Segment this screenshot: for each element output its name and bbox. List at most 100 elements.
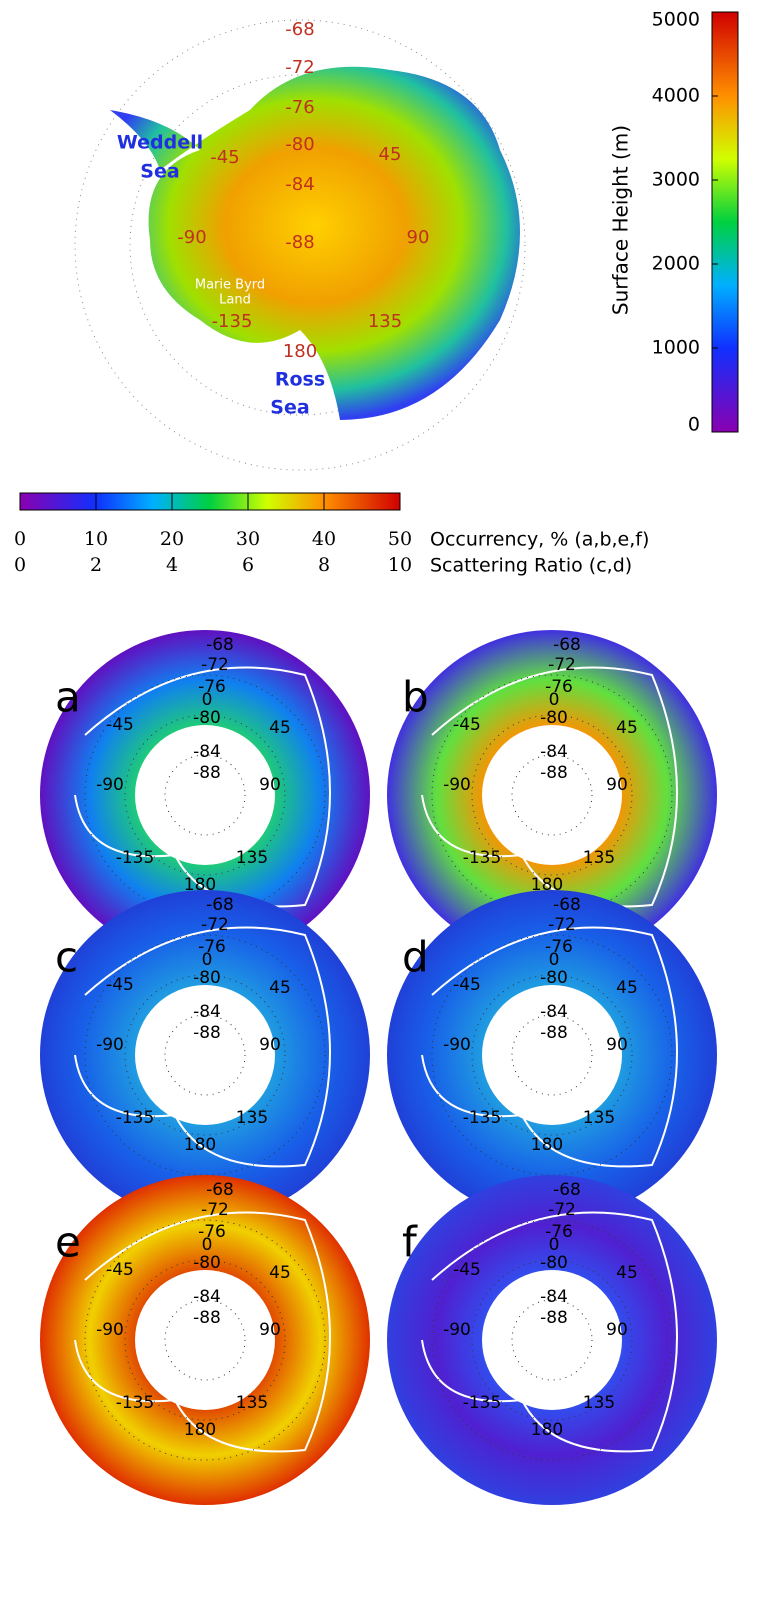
- grid-label: -88: [540, 763, 568, 783]
- graticule: [431, 1219, 673, 1461]
- grid-label: -90: [443, 1320, 471, 1340]
- grid-label: -72: [548, 915, 576, 935]
- tick-label: 0: [688, 414, 700, 436]
- grid-label: -72: [548, 655, 576, 675]
- antarctica: [110, 66, 520, 421]
- tick-label: 0: [14, 554, 26, 576]
- grid-label: -72: [201, 915, 229, 935]
- coastline: [421, 666, 678, 908]
- region-label: Marie Byrd: [195, 278, 265, 293]
- tick-label: 10: [84, 528, 108, 550]
- grid-label: 180: [184, 1420, 216, 1440]
- tick-label: 8: [318, 554, 330, 576]
- graticule: [124, 1259, 286, 1421]
- grid-label: -84: [193, 1287, 221, 1307]
- grid-label: -68: [553, 895, 581, 915]
- grid-label: -45: [453, 1260, 481, 1280]
- grid-label: -80: [540, 1253, 568, 1273]
- grid-label: -135: [116, 848, 155, 868]
- grid-label: 45: [269, 978, 291, 998]
- grid-label: -135: [212, 311, 253, 332]
- grid-label: -135: [463, 1393, 502, 1413]
- tick-label: 6: [242, 554, 254, 576]
- grid-label: -80: [193, 968, 221, 988]
- pole-hole: [482, 1270, 622, 1410]
- grid-label: 90: [259, 1035, 281, 1055]
- region-label: Land: [219, 293, 251, 308]
- graticule: [84, 934, 326, 1176]
- panel-letter: e: [55, 1218, 81, 1267]
- tick-label: 0: [14, 528, 26, 550]
- grid-label: -76: [198, 677, 226, 697]
- graticule: [471, 1259, 633, 1421]
- tick-label: 5000: [652, 9, 700, 31]
- region-label: Sea: [270, 397, 309, 419]
- graticule: [471, 714, 633, 876]
- coastline: [421, 926, 678, 1168]
- graticule: [431, 934, 673, 1176]
- tick-label: 2000: [652, 253, 700, 275]
- region-label: Ross: [275, 369, 325, 391]
- grid-label: 180: [531, 875, 563, 895]
- grid-label: 45: [616, 978, 638, 998]
- grid-label: 180: [531, 1135, 563, 1155]
- grid-label: 90: [259, 1320, 281, 1340]
- panel-colorbar: [19, 492, 401, 511]
- grid-label: 0: [549, 1235, 560, 1255]
- grid-label: -45: [210, 147, 239, 168]
- grid-label: -88: [193, 763, 221, 783]
- grid-label: 180: [184, 875, 216, 895]
- grid-label: 135: [368, 311, 402, 332]
- graticule: [84, 674, 326, 916]
- tick-label: 3000: [652, 169, 700, 191]
- colorbar-label: Scattering Ratio (c,d): [430, 555, 632, 577]
- grid-label: -68: [206, 895, 234, 915]
- grid-label: -90: [443, 1035, 471, 1055]
- graticule: [164, 754, 246, 836]
- pole-hole: [135, 725, 275, 865]
- graticule: [511, 1014, 593, 1096]
- panel: f -68-72-760-80 -84-88 -45 45 -90 90 -135 135 180: [387, 1175, 717, 1505]
- graticule: [74, 19, 526, 471]
- tick-label: 4000: [652, 85, 700, 107]
- grid-label: -135: [463, 848, 502, 868]
- panel-letter: d: [402, 933, 429, 982]
- grid-label: 0: [202, 950, 213, 970]
- grid-label: -80: [193, 708, 221, 728]
- grid-label: -88: [540, 1023, 568, 1043]
- coastline: [74, 666, 331, 908]
- grid-label: -76: [198, 1222, 226, 1242]
- grid-label: 45: [269, 1263, 291, 1283]
- region-label: Weddell: [117, 132, 203, 154]
- grid-label: -84: [540, 742, 568, 762]
- grid-label: -72: [548, 1200, 576, 1220]
- grid-label: -84: [540, 1002, 568, 1022]
- grid-label: 45: [269, 718, 291, 738]
- top-map: -68 -72 -76 -80 -84 -88 -45 45 -90 90 -135 135 180 We…: [74, 19, 526, 471]
- tick-label: 20: [160, 528, 184, 550]
- tick-label: 30: [236, 528, 260, 550]
- grid-label: -90: [96, 775, 124, 795]
- grid-label: -45: [106, 1260, 134, 1280]
- graticule: [84, 1219, 326, 1461]
- grid-label: 180: [184, 1135, 216, 1155]
- grid-label: -76: [545, 937, 573, 957]
- grid-label: 0: [202, 690, 213, 710]
- tick-label: 50: [388, 528, 412, 550]
- grid-label: -72: [285, 57, 314, 78]
- pole-hole: [135, 1270, 275, 1410]
- tick-label: 2: [90, 554, 102, 576]
- graticule: [511, 754, 593, 836]
- graticule: [164, 1299, 246, 1381]
- grid-label: 90: [606, 775, 628, 795]
- grid-label: 135: [583, 1393, 615, 1413]
- grid-label: -76: [545, 1222, 573, 1242]
- grid-label: -135: [116, 1108, 155, 1128]
- panel-letter: a: [55, 673, 81, 722]
- grid-label: 0: [202, 1235, 213, 1255]
